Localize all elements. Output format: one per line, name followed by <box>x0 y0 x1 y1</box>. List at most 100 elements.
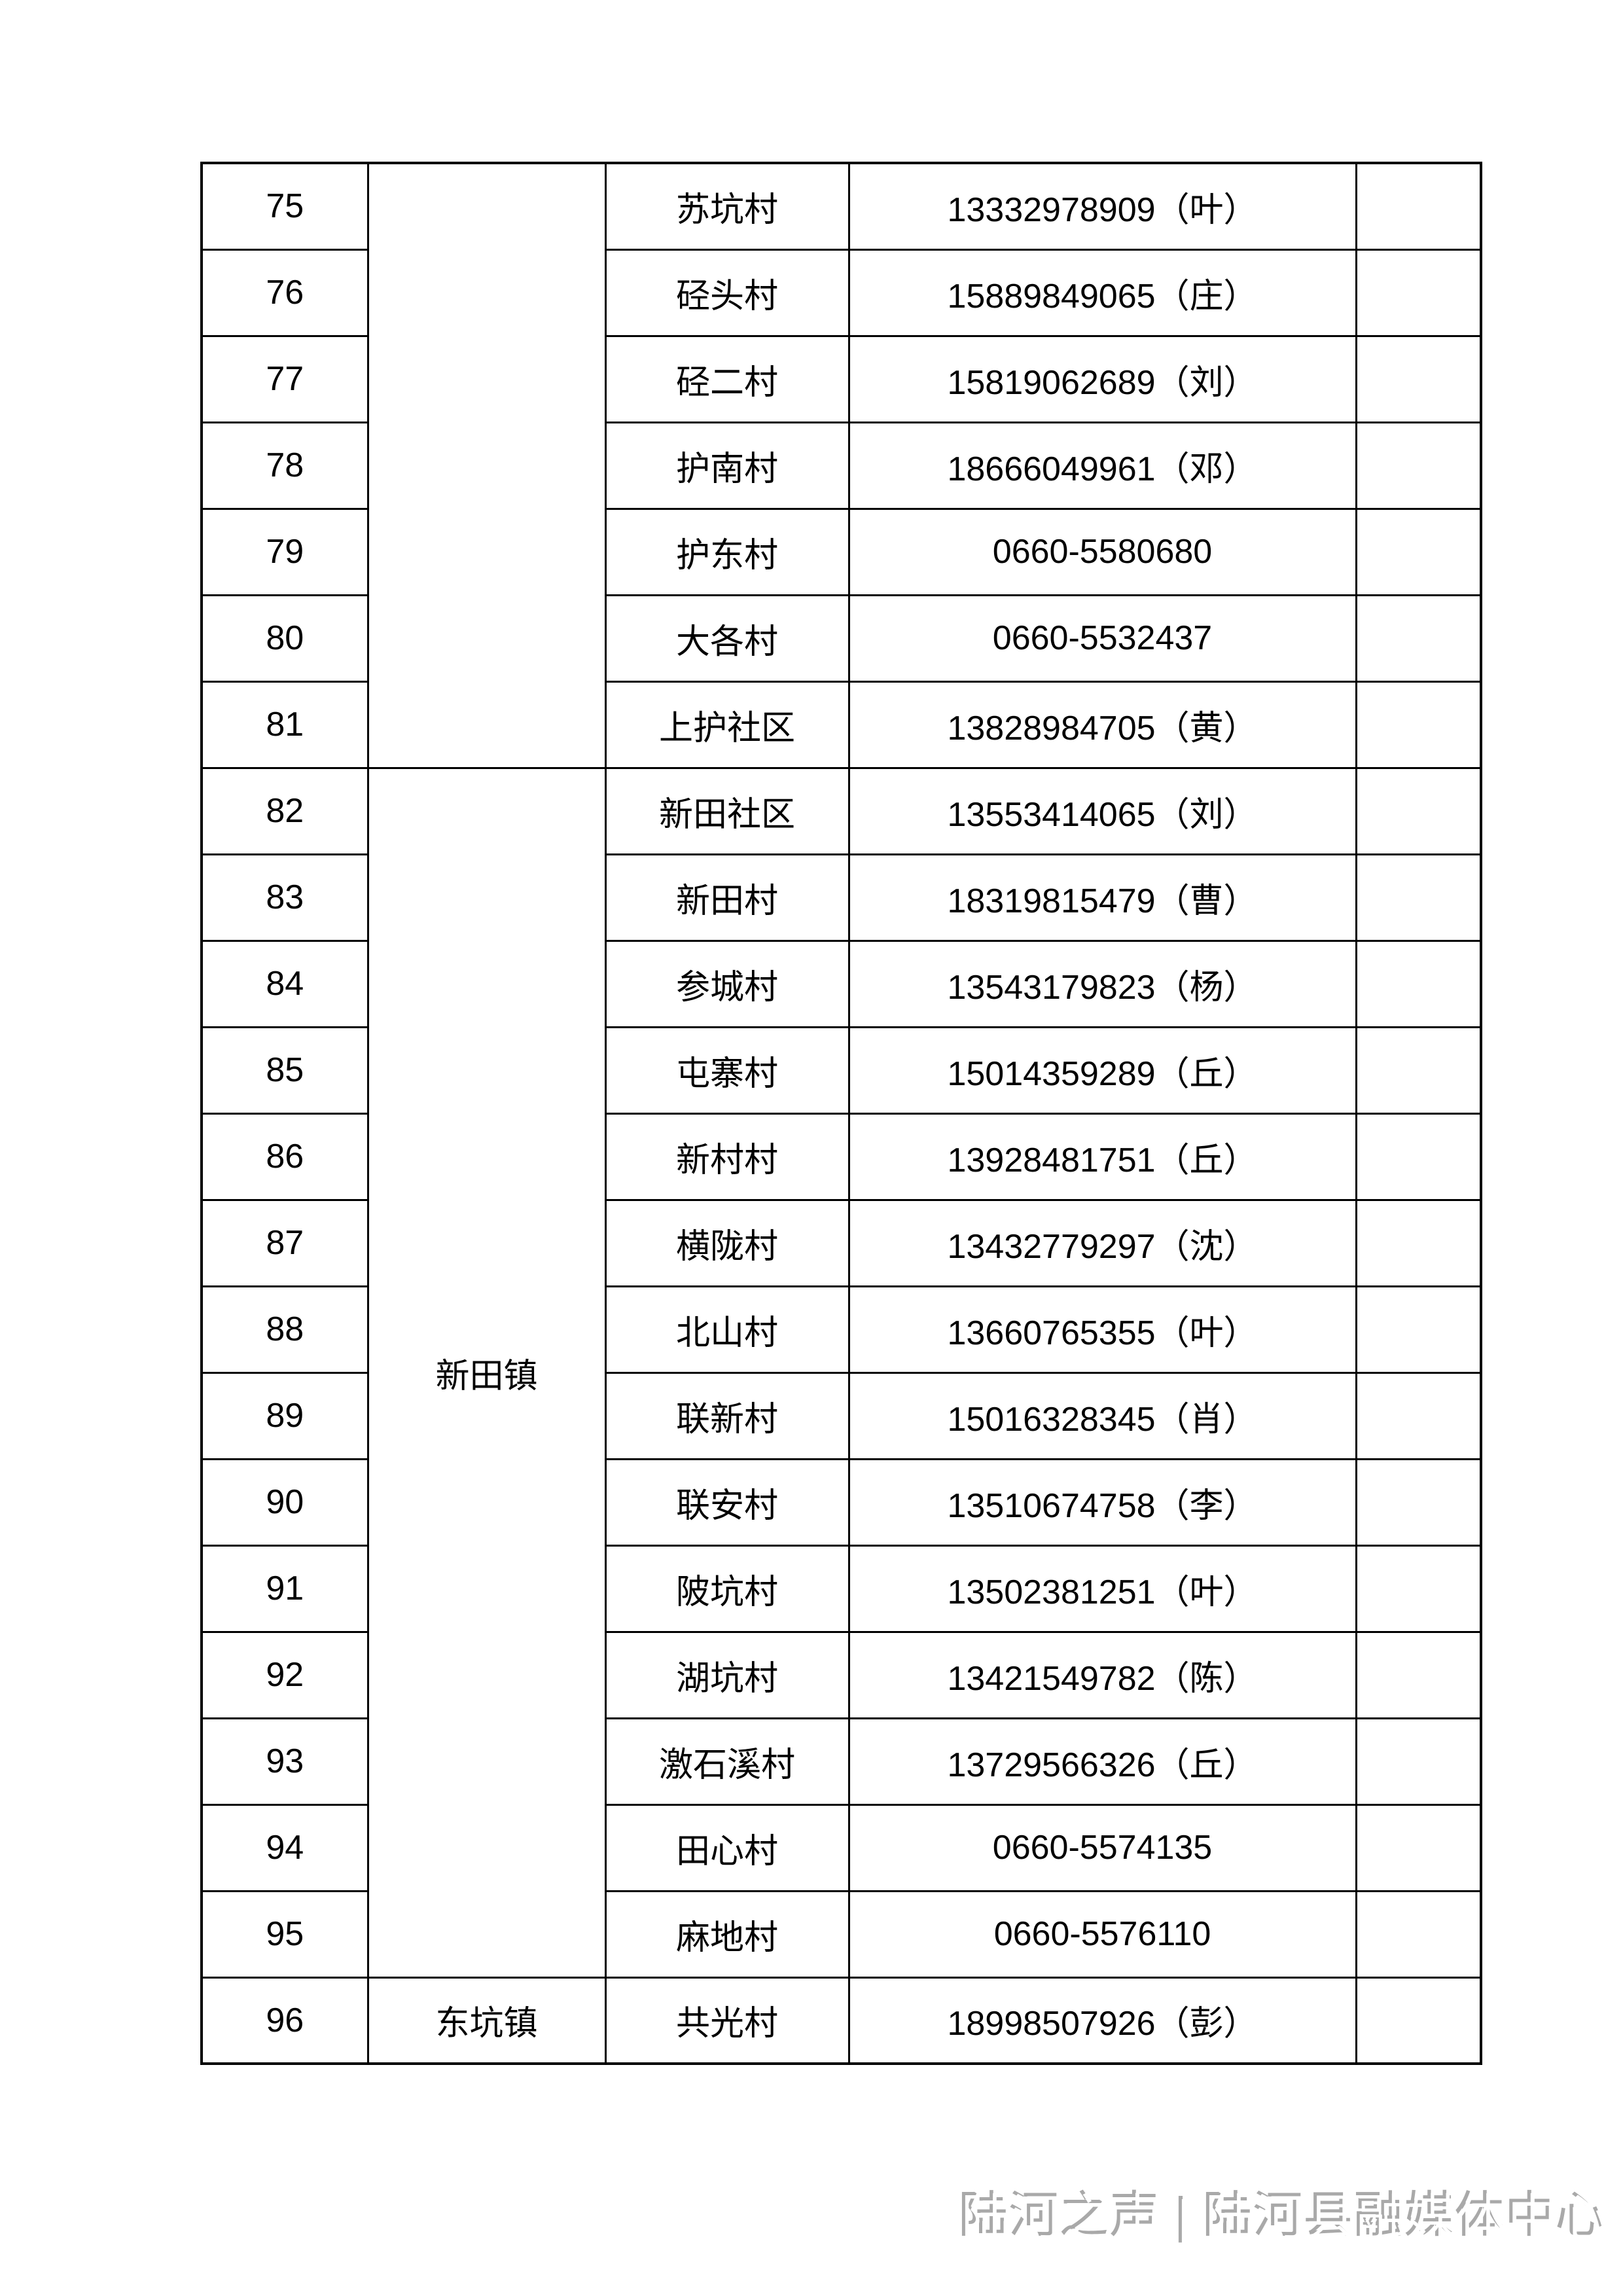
phone-cell: 15889849065（庄） <box>847 248 1357 337</box>
row-number-cell: 83 <box>200 853 369 942</box>
phone-cell: 13553414065（刘） <box>847 766 1357 855</box>
phone-cell: 13543179823（杨） <box>847 939 1357 1028</box>
village-cell: 联新村 <box>604 1371 850 1460</box>
row-number-cell: 77 <box>200 334 369 423</box>
note-cell <box>1355 248 1482 337</box>
phone-cell: 0660-5532437 <box>847 594 1357 683</box>
table-row: 76 硁头村 15889849065（庄） <box>200 248 1482 337</box>
phone-cell: 13660765355（叶） <box>847 1285 1357 1374</box>
note-cell <box>1355 680 1482 769</box>
table-row: 92 湖坑村 13421549782（陈） <box>200 1630 1482 1719</box>
note-cell <box>1355 1026 1482 1115</box>
village-cell: 大各村 <box>604 594 850 683</box>
village-cell: 护东村 <box>604 507 850 596</box>
row-number-cell: 96 <box>200 1976 369 2065</box>
village-cell: 硁头村 <box>604 248 850 337</box>
village-cell: 田心村 <box>604 1803 850 1892</box>
note-cell <box>1355 1544 1482 1633</box>
village-cell: 硁二村 <box>604 334 850 423</box>
village-cell: 屯寨村 <box>604 1026 850 1115</box>
table-row: 93 激石溪村 13729566326（丘） <box>200 1717 1482 1806</box>
row-number-cell: 89 <box>200 1371 369 1460</box>
phone-cell: 15819062689（刘） <box>847 334 1357 423</box>
town-cell: 新田镇 <box>366 766 607 1979</box>
table-row: 81 上护社区 13828984705（黄） <box>200 680 1482 769</box>
phone-cell: 15014359289（丘） <box>847 1026 1357 1115</box>
note-cell <box>1355 939 1482 1028</box>
town-cell <box>366 162 607 769</box>
row-number-cell: 79 <box>200 507 369 596</box>
row-number-cell: 82 <box>200 766 369 855</box>
table-row: 78 护南村 18666049961（邓） <box>200 421 1482 510</box>
phone-cell: 0660-5574135 <box>847 1803 1357 1892</box>
row-number-cell: 75 <box>200 162 369 251</box>
town-cell: 东坑镇 <box>366 1976 607 2065</box>
note-cell <box>1355 853 1482 942</box>
table-row: 82 新田镇 新田社区 13553414065（刘） <box>200 766 1482 1979</box>
note-cell <box>1355 1803 1482 1892</box>
table-row: 86 新村村 13928481751（丘） <box>200 1112 1482 1201</box>
note-cell <box>1355 334 1482 423</box>
phone-cell: 0660-5576110 <box>847 1890 1357 1979</box>
phone-cell: 15016328345（肖） <box>847 1371 1357 1460</box>
note-cell <box>1355 1458 1482 1547</box>
table-row: 89 联新村 15016328345（肖） <box>200 1371 1482 1460</box>
village-cell: 麻地村 <box>604 1890 850 1979</box>
row-number-cell: 81 <box>200 680 369 769</box>
note-cell <box>1355 594 1482 683</box>
note-cell <box>1355 1976 1482 2065</box>
phone-cell: 0660-5580680 <box>847 507 1357 596</box>
village-cell: 共光村 <box>604 1976 850 2065</box>
village-cell: 横陇村 <box>604 1198 850 1287</box>
village-cell: 新田社区 <box>604 766 850 855</box>
watermark-text: 陆河之声 | 陆河县融媒体中心 <box>961 2191 1609 2246</box>
row-number-cell: 94 <box>200 1803 369 1892</box>
contact-table: 75 苏坑村 13332978909（叶） 76 硁头村 15889849065… <box>200 162 1482 2065</box>
note-cell <box>1355 421 1482 510</box>
village-cell: 北山村 <box>604 1285 850 1374</box>
village-cell: 联安村 <box>604 1458 850 1547</box>
village-cell: 新村村 <box>604 1112 850 1201</box>
table-row: 80 大各村 0660-5532437 <box>200 594 1482 683</box>
village-cell: 参城村 <box>604 939 850 1028</box>
row-number-cell: 80 <box>200 594 369 683</box>
note-cell <box>1355 162 1482 251</box>
row-number-cell: 90 <box>200 1458 369 1547</box>
table-row: 87 横陇村 13432779297（沈） <box>200 1198 1482 1287</box>
row-number-cell: 95 <box>200 1890 369 1979</box>
phone-cell: 13502381251（叶） <box>847 1544 1357 1633</box>
row-number-cell: 87 <box>200 1198 369 1287</box>
phone-cell: 18998507926（彭） <box>847 1976 1357 2065</box>
phone-cell: 18666049961（邓） <box>847 421 1357 510</box>
row-number-cell: 78 <box>200 421 369 510</box>
phone-cell: 13828984705（黄） <box>847 680 1357 769</box>
phone-cell: 13332978909（叶） <box>847 162 1357 251</box>
table-row: 83 新田村 18319815479（曹） <box>200 853 1482 942</box>
phone-cell: 18319815479（曹） <box>847 853 1357 942</box>
row-number-cell: 84 <box>200 939 369 1028</box>
table-row: 75 苏坑村 13332978909（叶） <box>200 162 1482 769</box>
row-number-cell: 88 <box>200 1285 369 1374</box>
phone-cell: 13729566326（丘） <box>847 1717 1357 1806</box>
table-row: 96 东坑镇 共光村 18998507926（彭） <box>200 1976 1482 2065</box>
table-row: 85 屯寨村 15014359289（丘） <box>200 1026 1482 1115</box>
village-cell: 陂坑村 <box>604 1544 850 1633</box>
table-row: 88 北山村 13660765355（叶） <box>200 1285 1482 1374</box>
village-cell: 激石溪村 <box>604 1717 850 1806</box>
note-cell <box>1355 1285 1482 1374</box>
phone-cell: 13421549782（陈） <box>847 1630 1357 1719</box>
table-row: 95 麻地村 0660-5576110 <box>200 1890 1482 1979</box>
note-cell <box>1355 1717 1482 1806</box>
village-cell: 上护社区 <box>604 680 850 769</box>
village-cell: 新田村 <box>604 853 850 942</box>
row-number-cell: 86 <box>200 1112 369 1201</box>
table-row: 94 田心村 0660-5574135 <box>200 1803 1482 1892</box>
note-cell <box>1355 1890 1482 1979</box>
note-cell <box>1355 1198 1482 1287</box>
row-number-cell: 91 <box>200 1544 369 1633</box>
table-row: 77 硁二村 15819062689（刘） <box>200 334 1482 423</box>
note-cell <box>1355 507 1482 596</box>
phone-cell: 13510674758（李） <box>847 1458 1357 1547</box>
note-cell <box>1355 1630 1482 1719</box>
